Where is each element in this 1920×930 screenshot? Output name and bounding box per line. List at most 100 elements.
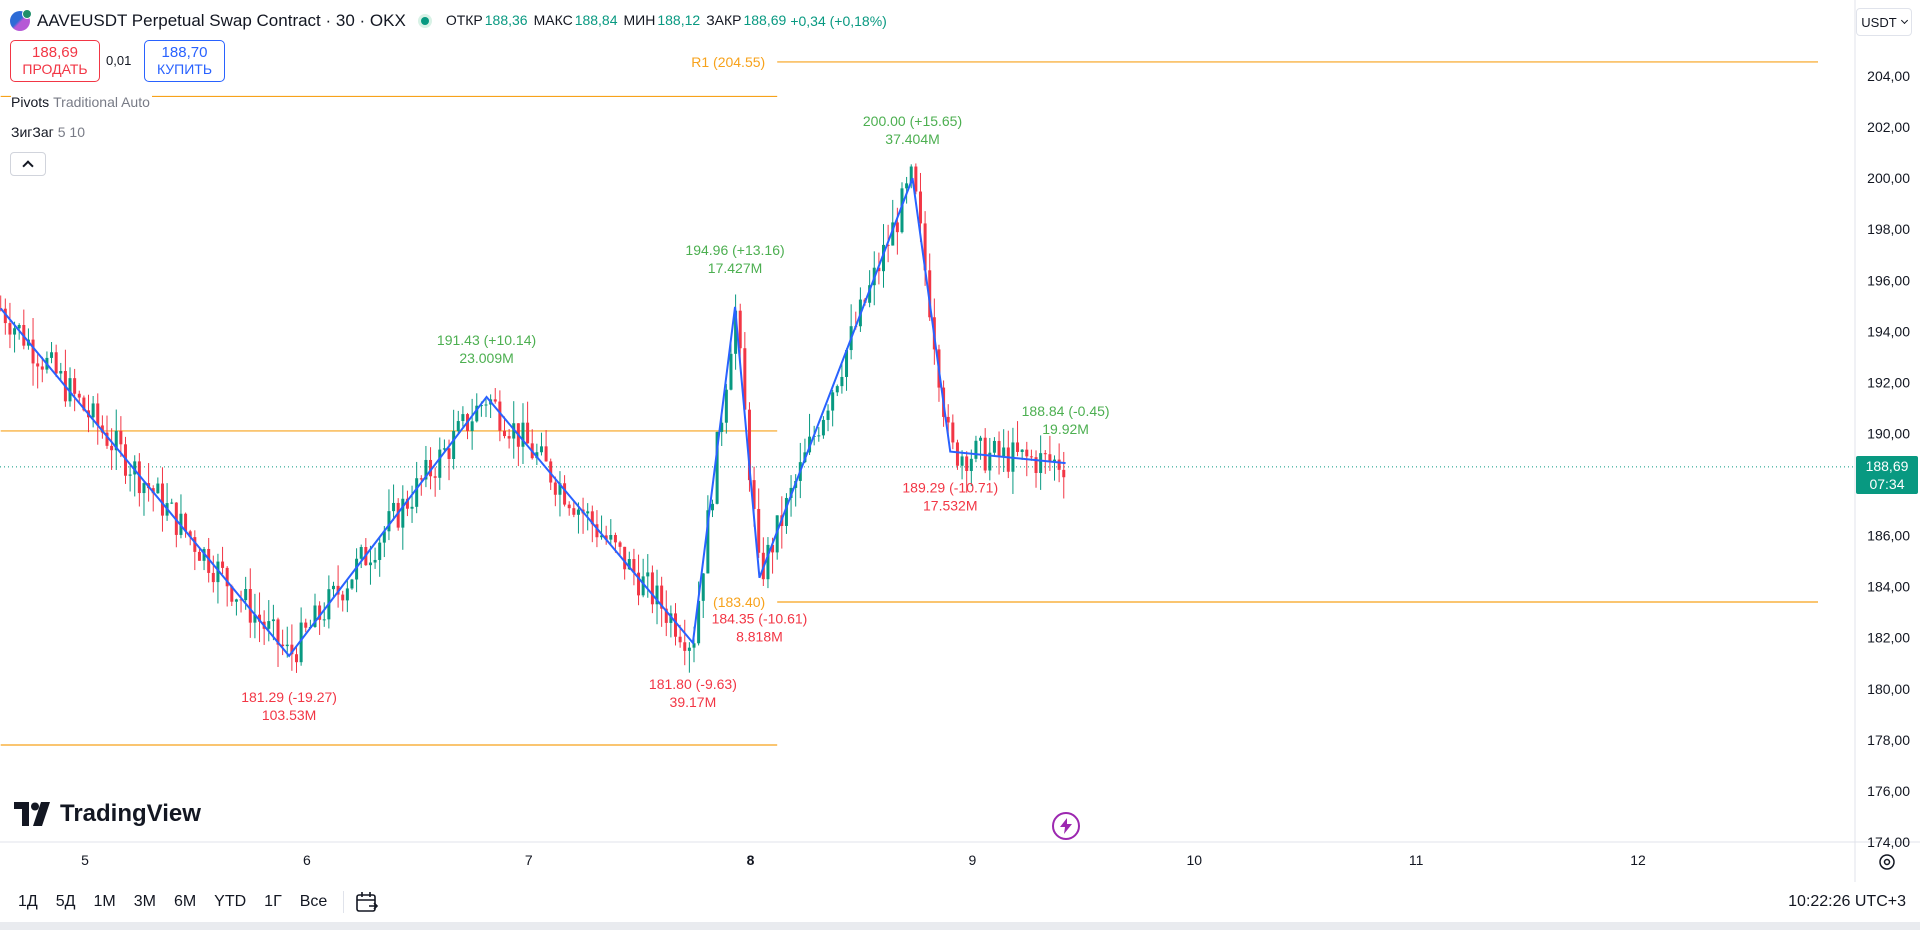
ohlc-label: ЗАКР	[706, 12, 742, 28]
candle-body	[433, 476, 437, 478]
candle-body	[31, 339, 35, 364]
candle-body	[895, 222, 899, 233]
candle-body	[604, 535, 608, 540]
candle-body	[868, 285, 872, 303]
zigzag-pivot-label: 181.29 (-19.27)	[241, 689, 337, 705]
chart-settings-icon[interactable]	[1877, 852, 1897, 872]
candle-body	[553, 482, 557, 495]
candle-body	[576, 509, 580, 515]
candle-body	[424, 459, 428, 480]
candle-body	[299, 622, 303, 663]
candle-body	[623, 546, 627, 570]
candle-body	[475, 405, 479, 422]
candle-body	[396, 502, 400, 528]
candle-body	[160, 483, 164, 516]
candle-body	[928, 270, 932, 318]
candle-body	[110, 445, 114, 451]
candle-body	[184, 513, 188, 532]
candle-body	[512, 423, 516, 439]
range-button[interactable]: 1Д	[18, 893, 38, 910]
range-button[interactable]: YTD	[214, 893, 247, 910]
candle-body	[1057, 459, 1061, 470]
candle-body	[1006, 447, 1010, 472]
candle-body	[526, 422, 530, 444]
candle-body	[715, 431, 719, 504]
zigzag-pivot-label: 194.96 (+13.16)	[685, 242, 784, 258]
candle-body	[452, 431, 456, 459]
candle-body	[248, 588, 252, 623]
range-button[interactable]: 6М	[173, 893, 197, 910]
candle-body	[304, 622, 308, 628]
tradingview-logo-icon	[14, 802, 50, 826]
tradingview-logo[interactable]: TradingView	[14, 800, 201, 828]
candle-body	[447, 448, 451, 459]
candle-body	[415, 478, 419, 507]
market-status-icon[interactable]	[417, 14, 432, 28]
candle-body	[156, 483, 160, 494]
range-button[interactable]: Все	[299, 893, 328, 910]
tradingview-brand: TradingView	[60, 800, 201, 827]
y-tick-label: 182,00	[1867, 630, 1910, 646]
candle-body	[909, 166, 913, 184]
candle-body	[882, 244, 886, 272]
lightning-icon[interactable]	[1052, 812, 1080, 840]
candle-body	[535, 452, 539, 459]
sell-button[interactable]: 188,69 ПРОДАТЬ	[10, 40, 100, 82]
candle-body	[965, 456, 969, 471]
candle-body	[831, 392, 835, 411]
candle-body	[891, 222, 895, 246]
buy-button[interactable]: 188,70 КУПИТЬ	[144, 40, 225, 82]
candle-body	[119, 430, 123, 445]
zigzag-volume-label: 17.532M	[923, 498, 977, 514]
ohlc-value: 188,12	[657, 12, 701, 28]
candle-body	[234, 599, 238, 602]
range-button[interactable]: 1М	[93, 893, 116, 910]
candle-body	[646, 572, 650, 577]
candle-body	[350, 579, 354, 589]
clock-timezone[interactable]: 10:22:26 UTC+3	[1788, 893, 1906, 910]
candle-body	[170, 502, 174, 504]
candle-body	[660, 585, 664, 609]
range-button[interactable]: 1Г	[264, 893, 282, 910]
range-button[interactable]: 3М	[133, 893, 156, 910]
candle-body	[313, 605, 317, 627]
x-tick-label: 9	[969, 852, 977, 868]
zigzag-pivot-label: 184.35 (-10.61)	[712, 611, 808, 627]
candle-body	[784, 497, 788, 526]
candle-body	[225, 567, 229, 587]
ohlc-value: 188,69	[743, 12, 787, 28]
candle-body	[331, 585, 335, 590]
collapse-indicators-button[interactable]	[10, 152, 46, 176]
candle-body	[290, 644, 294, 655]
candle-body	[341, 594, 345, 601]
symbol-title[interactable]: AAVEUSDT Perpetual Swap Contract · 30 · …	[37, 11, 406, 30]
range-button[interactable]: 5Д	[55, 893, 76, 910]
ohlc-value: 188,36	[484, 12, 528, 28]
y-tick-label: 186,00	[1867, 528, 1910, 544]
indicator-pivots[interactable]: Pivots Traditional Auto	[11, 94, 152, 110]
candle-body	[419, 478, 423, 480]
indicator-zigzag[interactable]: ЗигЗаг 5 10	[11, 124, 87, 140]
chevron-up-icon	[22, 160, 34, 172]
currency-selector[interactable]: USDT	[1856, 8, 1912, 36]
candle-body	[729, 353, 733, 390]
candle-body	[133, 461, 137, 475]
calendar-icon[interactable]	[352, 887, 382, 917]
candle-body	[567, 504, 571, 509]
candle-body	[373, 559, 377, 563]
candle-body	[216, 561, 220, 583]
candle-body	[82, 397, 86, 411]
candle-body	[600, 535, 604, 538]
zigzag-pivot-label: 189.29 (-10.71)	[902, 480, 998, 496]
candle-body	[1062, 469, 1066, 478]
x-tick-label: 11	[1409, 852, 1424, 868]
candle-body	[955, 442, 959, 466]
bottom-toolbar: 1Д 5Д 1М 3М 6М YTD 1Г Все 10:22:26 UTC+3	[0, 882, 1920, 922]
candle-body	[637, 572, 641, 596]
candle-body	[382, 531, 386, 543]
candle-body	[1016, 442, 1020, 452]
zigzag-volume-label: 103.53M	[262, 707, 316, 723]
candle-body	[470, 421, 474, 432]
candle-body	[558, 483, 562, 495]
